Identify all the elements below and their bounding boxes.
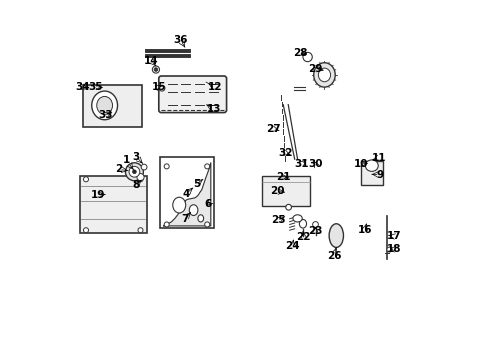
Text: 17: 17: [386, 231, 400, 241]
Ellipse shape: [299, 220, 306, 228]
Ellipse shape: [138, 228, 142, 233]
Text: 11: 11: [370, 153, 385, 163]
Ellipse shape: [198, 215, 203, 222]
Text: 36: 36: [173, 35, 187, 45]
Text: 6: 6: [204, 199, 211, 210]
Ellipse shape: [204, 222, 209, 227]
Ellipse shape: [83, 177, 88, 182]
Ellipse shape: [159, 85, 164, 91]
Text: 5: 5: [193, 179, 201, 189]
Text: 35: 35: [89, 82, 103, 92]
Text: 8: 8: [132, 180, 140, 190]
Text: 34: 34: [75, 82, 89, 92]
Text: 26: 26: [326, 251, 341, 261]
Text: 33: 33: [98, 111, 112, 121]
Ellipse shape: [292, 215, 302, 222]
Text: 9: 9: [376, 170, 383, 180]
Ellipse shape: [328, 224, 343, 247]
Bar: [262, 176, 309, 206]
Ellipse shape: [189, 205, 198, 216]
FancyBboxPatch shape: [159, 76, 226, 113]
Text: 24: 24: [285, 241, 300, 251]
Text: 14: 14: [143, 56, 158, 66]
Ellipse shape: [154, 68, 158, 71]
Text: 30: 30: [307, 159, 322, 169]
Text: 25: 25: [271, 215, 285, 225]
Polygon shape: [163, 163, 210, 226]
Text: 7: 7: [181, 214, 188, 224]
Ellipse shape: [164, 164, 169, 169]
Ellipse shape: [285, 204, 291, 210]
Text: 18: 18: [386, 244, 400, 254]
Ellipse shape: [312, 222, 318, 227]
Text: 12: 12: [207, 82, 222, 93]
Text: 20: 20: [270, 186, 284, 197]
Text: 28: 28: [292, 48, 306, 58]
Bar: [80, 176, 147, 233]
Text: 27: 27: [266, 124, 281, 134]
Bar: [160, 157, 214, 228]
Text: 23: 23: [307, 226, 322, 236]
Ellipse shape: [172, 197, 185, 213]
Text: 10: 10: [353, 159, 367, 169]
Text: 13: 13: [206, 104, 221, 114]
Text: 1: 1: [122, 155, 129, 165]
Ellipse shape: [386, 247, 391, 252]
Ellipse shape: [97, 96, 112, 114]
Ellipse shape: [132, 170, 136, 174]
Ellipse shape: [141, 164, 147, 170]
Ellipse shape: [129, 166, 140, 177]
Text: 16: 16: [357, 225, 371, 235]
Text: 19: 19: [91, 190, 105, 200]
Ellipse shape: [313, 63, 335, 87]
Bar: [83, 85, 142, 127]
Text: 15: 15: [152, 82, 166, 92]
Ellipse shape: [125, 163, 143, 181]
Text: 21: 21: [275, 172, 290, 182]
Ellipse shape: [318, 68, 330, 82]
Text: 3: 3: [132, 152, 140, 162]
Ellipse shape: [365, 160, 378, 171]
Ellipse shape: [138, 177, 142, 182]
Ellipse shape: [83, 228, 88, 233]
Text: 2: 2: [114, 164, 122, 174]
Ellipse shape: [92, 91, 117, 120]
Text: 29: 29: [308, 64, 322, 74]
Text: 31: 31: [294, 159, 308, 169]
Text: 22: 22: [296, 232, 310, 242]
Ellipse shape: [204, 164, 209, 169]
Ellipse shape: [303, 52, 312, 62]
Text: 4: 4: [183, 189, 190, 199]
Bar: [360, 161, 382, 185]
Ellipse shape: [152, 66, 159, 73]
Ellipse shape: [164, 222, 169, 227]
Ellipse shape: [137, 174, 144, 181]
Text: 32: 32: [278, 148, 292, 158]
